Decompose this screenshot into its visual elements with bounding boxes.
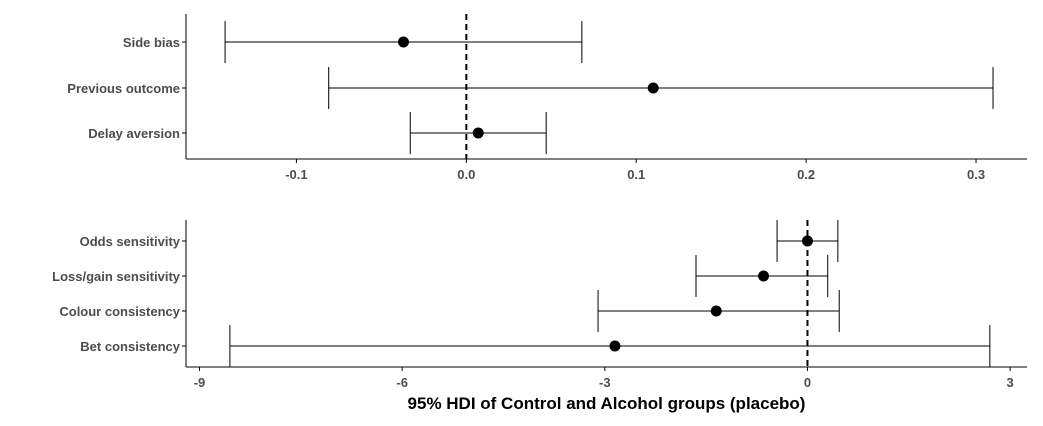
- panel-1: -0.1 0.0 0.1 0.2 0.3 Side bias Previous outcom…: [67, 14, 1027, 182]
- category-label: Delay aversion: [88, 126, 180, 141]
- category-label: Bet consistency: [80, 339, 180, 354]
- x-tick-label: 0.0: [457, 167, 475, 182]
- category-label: Side bias: [123, 35, 180, 50]
- estimate-point: [710, 305, 722, 317]
- estimate-point: [758, 270, 770, 282]
- x-tick-label: 3: [1006, 375, 1013, 390]
- estimate-point: [609, 340, 621, 352]
- x-tick-label: -0.1: [285, 167, 307, 182]
- x-tick-label: 0.2: [797, 167, 815, 182]
- x-tick-label: -3: [599, 375, 611, 390]
- estimate-point: [647, 82, 659, 94]
- x-axis-title: 95% HDI of Control and Alcohol groups (p…: [408, 394, 806, 413]
- x-tick-label: 0: [804, 375, 811, 390]
- x-tick-label: 0.1: [627, 167, 645, 182]
- x-tick-label: -9: [194, 375, 206, 390]
- estimate-point: [397, 36, 409, 48]
- estimate-point: [472, 127, 484, 139]
- x-tick-label: 0.3: [967, 167, 985, 182]
- category-label: Previous outcome: [67, 81, 180, 96]
- category-label: Odds sensitivity: [80, 234, 181, 249]
- x-tick-label: -6: [396, 375, 408, 390]
- estimate-point: [801, 235, 813, 247]
- category-label: Loss/gain sensitivity: [52, 269, 181, 284]
- category-label: Colour consistency: [59, 304, 180, 319]
- panel-2: -9 -6 -3 0 3 Odds sensitivity Loss/gain sensit…: [52, 220, 1027, 413]
